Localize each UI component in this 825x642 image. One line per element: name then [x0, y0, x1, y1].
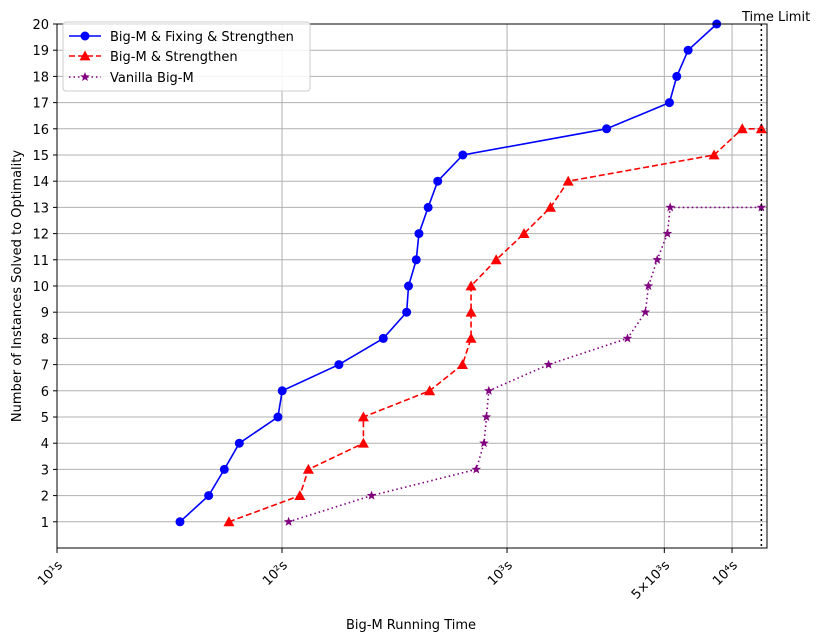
y-tick-label: 5 — [41, 411, 49, 426]
data-point — [423, 202, 433, 212]
plot-frame — [56, 23, 768, 549]
data-point — [277, 386, 287, 396]
data-point — [471, 464, 482, 474]
data-point — [357, 437, 369, 448]
x-tick-label: 10⁴s — [710, 558, 741, 589]
x-tick-label: 10³s — [485, 558, 516, 589]
data-point — [544, 201, 556, 212]
y-tick-label: 11 — [32, 254, 49, 269]
data-point — [672, 71, 682, 81]
data-point — [433, 176, 443, 186]
data-point — [736, 123, 748, 134]
data-point — [755, 123, 767, 134]
y-tick-label: 9 — [41, 306, 49, 321]
legend-label-3: Vanilla Big-M — [110, 71, 194, 86]
y-tick-label: 8 — [41, 332, 49, 347]
data-point — [402, 307, 412, 317]
series-line — [288, 206, 762, 523]
y-axis-title: Number of Instances Solved to Optimality — [10, 150, 25, 422]
legend: Big-M & Fixing & Strengthen Big-M & Stre… — [62, 21, 311, 92]
data-point — [411, 255, 421, 265]
legend-label-1: Big-M & Fixing & Strengthen — [110, 30, 294, 45]
data-point — [683, 45, 693, 55]
data-point — [756, 202, 767, 212]
y-tick-label: 13 — [32, 201, 49, 216]
series-layer — [175, 19, 767, 527]
data-point — [424, 385, 436, 396]
x-tick-label: 10¹s — [35, 558, 66, 589]
data-point — [334, 360, 344, 370]
legend-swatch-marker — [79, 50, 91, 61]
series-line — [228, 128, 762, 523]
x-axis-title: Big-M Running Time — [346, 618, 476, 633]
y-tick-label: 15 — [32, 149, 49, 164]
data-point — [664, 98, 674, 108]
series-3 — [283, 202, 767, 526]
series-line — [179, 23, 718, 523]
data-point — [643, 281, 654, 291]
data-point — [465, 332, 477, 343]
data-point — [404, 281, 414, 291]
data-point — [366, 490, 377, 500]
data-point — [234, 438, 244, 448]
y-tick-label: 6 — [41, 385, 49, 400]
data-point — [223, 516, 235, 527]
data-point — [378, 333, 388, 343]
y-tick-label: 3 — [41, 463, 49, 478]
y-tick-label: 18 — [32, 70, 49, 85]
data-point — [204, 491, 214, 501]
data-point — [465, 306, 477, 317]
y-tick-label: 16 — [32, 123, 49, 138]
data-point — [458, 150, 468, 160]
y-tick-label: 17 — [32, 97, 49, 112]
data-point — [302, 463, 314, 474]
y-tick-label: 14 — [32, 175, 49, 190]
data-point — [273, 412, 283, 422]
data-point — [481, 412, 492, 422]
data-point — [622, 333, 633, 343]
y-tick-label: 12 — [32, 228, 49, 243]
legend-swatch-marker — [80, 72, 90, 82]
data-point — [283, 516, 294, 526]
data-point — [219, 464, 229, 474]
y-tick-label: 1 — [41, 516, 49, 531]
data-point — [465, 280, 477, 291]
data-point — [518, 228, 530, 238]
series-2 — [223, 123, 767, 527]
y-tick-label: 19 — [32, 44, 49, 59]
legend-box — [62, 21, 311, 92]
y-tick-label: 4 — [41, 437, 49, 452]
data-point — [708, 149, 720, 160]
data-point — [665, 202, 675, 212]
data-point — [456, 359, 468, 369]
y-tick-label: 7 — [41, 359, 49, 374]
data-point — [294, 490, 306, 500]
data-point — [640, 307, 651, 317]
data-point — [357, 411, 369, 422]
legend-swatch-marker — [80, 31, 90, 41]
y-tick-label: 20 — [32, 18, 49, 33]
series-1 — [175, 19, 722, 527]
data-point — [602, 124, 612, 134]
data-point — [175, 517, 185, 527]
y-tick-label: 2 — [41, 490, 49, 505]
data-point — [490, 254, 502, 265]
x-tick-label: 5×10³s — [629, 558, 673, 602]
x-tick-label: 10²s — [260, 558, 291, 589]
y-tick-label: 10 — [32, 280, 49, 295]
time-limit-label: Time Limit — [741, 10, 810, 25]
data-point — [414, 229, 424, 239]
data-point — [479, 438, 489, 448]
grid-layer — [56, 23, 767, 548]
legend-label-2: Big-M & Strengthen — [110, 50, 238, 65]
data-point — [652, 254, 662, 264]
data-point — [662, 228, 673, 238]
data-point — [562, 175, 574, 186]
data-point — [484, 385, 494, 395]
data-point — [543, 359, 554, 369]
